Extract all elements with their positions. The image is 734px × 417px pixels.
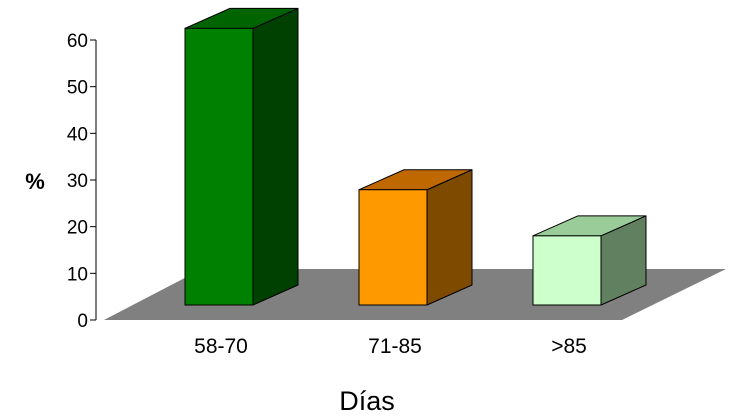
y-axis-title: % (25, 169, 45, 194)
category-label: 71-85 (368, 335, 422, 358)
x-axis-title: Días (339, 386, 395, 416)
bar-58-70 (184, 7, 299, 306)
bar-front (358, 189, 428, 306)
y-tick-label: 30 (67, 171, 88, 192)
bar-front (532, 235, 602, 306)
y-tick-label: 10 (67, 264, 88, 285)
y-tick-label: 0 (77, 311, 88, 332)
y-tick-label: 50 (67, 78, 88, 99)
y-axis: 0 10 20 30 40 50 60 (67, 31, 97, 332)
bar-series (184, 7, 647, 306)
bar->85 (532, 215, 647, 306)
category-labels: 58-70 71-85 >85 (194, 335, 587, 358)
y-tick-label: 60 (67, 31, 88, 52)
category-label: 58-70 (194, 335, 248, 358)
bar-side (426, 169, 473, 306)
bar-front (184, 27, 254, 306)
y-tick-label: 20 (67, 218, 88, 239)
bar-side (252, 7, 299, 306)
bar-71-85 (358, 169, 473, 306)
category-label: >85 (551, 335, 587, 358)
y-tick-label: 40 (67, 124, 88, 145)
